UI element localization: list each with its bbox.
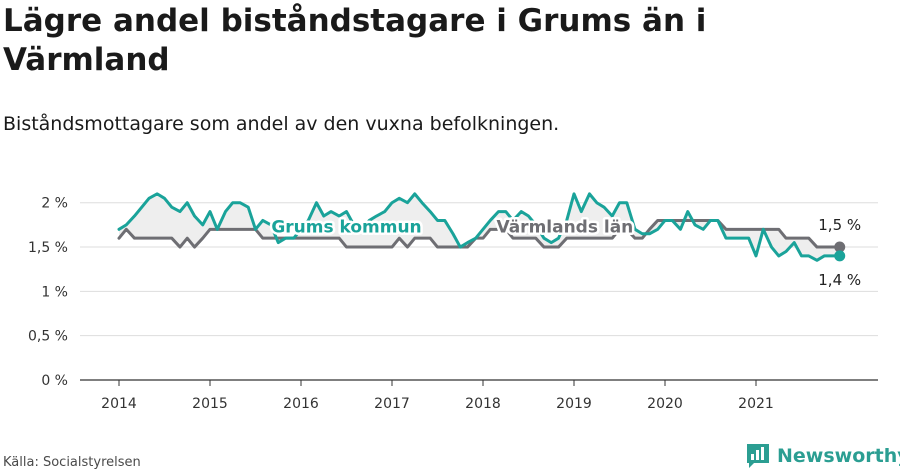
series-label-grums: Grums kommun (271, 218, 421, 238)
series-label-varmland: Värmlands län (496, 218, 633, 238)
x-tick-label: 2020 (647, 396, 683, 412)
y-tick-label: 2 % (41, 196, 68, 212)
gap-area (119, 193, 840, 261)
x-tick-label: 2019 (556, 396, 592, 412)
x-tick-label: 2018 (465, 396, 501, 412)
end-label-grums: 1,4 % (818, 271, 861, 289)
x-tick-label: 2017 (374, 396, 410, 412)
x-tick-label: 2016 (283, 396, 319, 412)
gap-fill (119, 193, 840, 261)
brand-name: Newsworthy (777, 445, 900, 467)
end-point-grums (834, 250, 846, 262)
series-lines (117, 192, 842, 262)
newsworthy-logo-icon (747, 444, 769, 468)
axes: 0 % 0,5 % 1 % 1,5 % 2 % 2014 2015 2016 2017 2018 2… (28, 196, 878, 412)
brand-logo: Newsworthy (745, 442, 900, 470)
y-tick-label: 1 % (41, 284, 68, 300)
end-point-varmland (834, 241, 846, 253)
source-note: Källa: Socialstyrelsen (3, 455, 141, 470)
series-line-grums (117, 192, 842, 262)
y-tick-label: 0 % (41, 373, 68, 389)
series-labels: 1,5 % 1,4 % Grums kommun Värmlands län (269, 215, 861, 289)
x-tick-label: 2014 (101, 396, 137, 412)
grid-lines (80, 202, 878, 337)
chart-subtitle: Biståndsmottagare som andel av den vuxna… (3, 113, 560, 135)
y-tick-label: 0,5 % (28, 329, 68, 345)
x-tick-label: 2021 (738, 396, 774, 412)
chart-title: Lägre andel biståndstagare i Grums än i … (3, 3, 707, 78)
end-label-varmland: 1,5 % (818, 216, 861, 234)
y-tick-label: 1,5 % (28, 240, 68, 256)
x-tick-label: 2015 (192, 396, 228, 412)
